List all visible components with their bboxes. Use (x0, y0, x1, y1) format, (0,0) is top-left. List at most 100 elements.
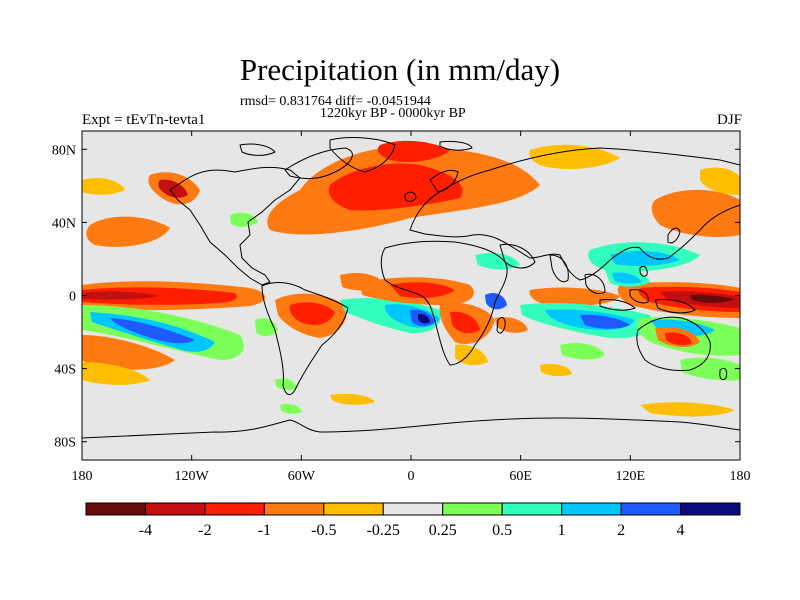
anomaly-patch (690, 294, 735, 303)
lat-tick-label: 0 (69, 290, 76, 305)
anomaly-patch (110, 318, 195, 344)
coastline (239, 143, 276, 156)
coastlines (82, 137, 740, 439)
lon-tick-label: 120W (175, 469, 210, 484)
anomaly-patch (540, 364, 572, 377)
coastline (499, 243, 536, 269)
season-label: DJF (716, 112, 742, 128)
colorbar-label: 4 (677, 522, 685, 539)
anomaly-patch (289, 302, 335, 325)
colorbar-label: 2 (617, 522, 625, 539)
anomaly-patch (82, 291, 160, 300)
colorbar-label: 1 (558, 522, 566, 539)
colorbar-label: -4 (139, 522, 152, 539)
coastline (584, 273, 606, 295)
anomaly-patch (275, 378, 297, 391)
precip-anomaly-field (82, 140, 740, 417)
coastline (439, 140, 473, 151)
coastline (667, 227, 681, 244)
anomaly-patch (640, 402, 735, 417)
anomaly-patch (680, 357, 740, 381)
anomaly-patch (450, 311, 480, 334)
lon-tick-label: 120E (616, 469, 646, 484)
lon-tick-label: 0 (408, 469, 415, 484)
coastline (169, 166, 301, 286)
anomaly-patch (485, 293, 507, 310)
anomaly-patch (610, 250, 680, 267)
anomaly-patch (82, 362, 150, 385)
lat-tick-label: 80N (52, 143, 76, 158)
colorbar-swatch (263, 502, 325, 516)
colorbar-label: 0.5 (492, 522, 512, 539)
latitude-axis: 80N 40N 0 40S 80S (52, 143, 740, 451)
anomaly-patch (651, 189, 740, 237)
colorbar-label: -2 (198, 522, 211, 539)
anomaly-patch (280, 403, 302, 414)
experiment-label: Expt = tEvTn-tevta1 (82, 112, 206, 128)
anomaly-patch (230, 212, 258, 227)
colorbar-swatch (442, 502, 503, 516)
anomaly-patch (700, 167, 740, 195)
colorbar-swatch (620, 502, 682, 516)
colorbar-label: -0.25 (367, 522, 400, 539)
anomaly-patch (330, 393, 375, 405)
coastline (329, 137, 396, 173)
lon-tick-label: 60E (509, 469, 532, 484)
colorbar-label: -1 (258, 522, 271, 539)
anomaly-patch (612, 272, 642, 284)
coastline (719, 367, 728, 381)
anomaly-patch (418, 313, 430, 324)
anomaly-patch (529, 144, 620, 170)
anomaly-patch (475, 253, 520, 270)
colorbar-swatch (85, 502, 146, 516)
coastline (380, 240, 508, 366)
anomaly-patch (328, 163, 463, 211)
anomaly-patch (390, 282, 455, 298)
coastline (629, 289, 649, 304)
colorbar-label: 0.25 (429, 522, 457, 539)
colorbar-swatch (204, 502, 265, 516)
lon-tick-label: 180 (730, 469, 751, 484)
coastline (409, 147, 740, 281)
colorbar-swatch (144, 502, 206, 516)
coastline (82, 417, 740, 439)
coastline (639, 265, 648, 277)
anomaly-patch (665, 332, 692, 346)
coastline (404, 191, 417, 202)
coastline (261, 282, 349, 396)
coastline (496, 317, 506, 334)
period-subtitle: 1220kyr BP - 0000kyr BP (320, 106, 466, 121)
colorbar-label: -0.5 (311, 522, 336, 539)
anomaly-patch (82, 335, 175, 370)
anomaly-patch (158, 179, 188, 198)
anomaly-patch (255, 318, 278, 337)
anomaly-patch (82, 178, 125, 195)
coastline (429, 169, 459, 193)
colorbar-swatch (382, 502, 444, 516)
colorbar-swatch (323, 502, 384, 516)
lat-tick-label: 40N (52, 216, 76, 231)
lat-tick-label: 80S (54, 436, 76, 451)
coastline (654, 299, 696, 314)
map-panel: 80N 40N 0 40S 80S 180 120W 60W 0 60E 120E 180 (52, 130, 751, 484)
anomaly-patch (86, 216, 170, 247)
anomaly-patch (580, 314, 630, 329)
anomaly-patch (560, 343, 605, 360)
colorbar-swatch (680, 502, 741, 516)
lon-tick-label: 180 (72, 469, 93, 484)
coastline (549, 254, 569, 283)
colorbar: -4 -2 -1 -0.5 -0.25 0.25 0.5 1 2 4 (85, 502, 741, 539)
lat-tick-label: 40S (54, 363, 76, 378)
map-title: Precipitation (in mm/day) (239, 52, 561, 87)
stats-subtitle: rmsd= 0.831764 diff= -0.0451944 (240, 94, 431, 109)
coastline (599, 299, 636, 311)
coastline (284, 147, 353, 180)
anomaly-patch (495, 317, 528, 333)
colorbar-swatch (561, 502, 622, 516)
anomaly-patch (377, 140, 450, 162)
anomaly-patch (529, 287, 620, 307)
coastline (636, 316, 711, 371)
colorbar-swatch (501, 502, 563, 516)
longitude-axis: 180 120W 60W 0 60E 120E 180 (72, 131, 751, 484)
